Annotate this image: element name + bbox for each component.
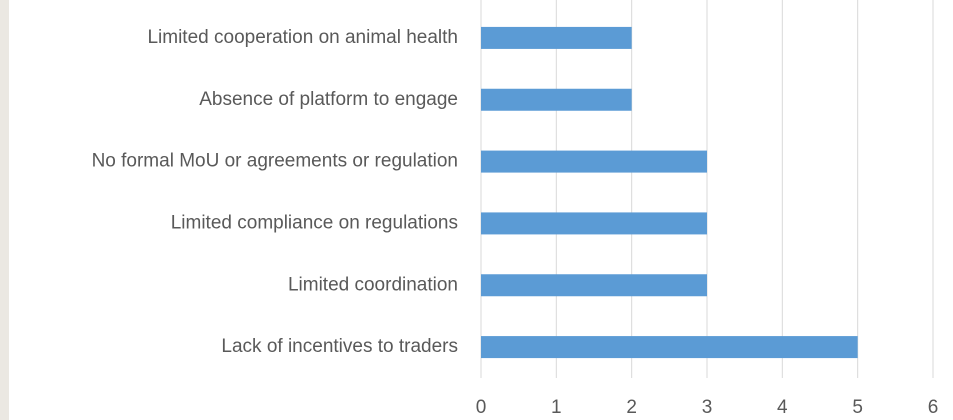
- x-tick-label: 2: [626, 397, 637, 418]
- x-tick-label: 5: [852, 397, 863, 418]
- y-tick-label: Absence of platform to engage: [199, 89, 458, 110]
- bar: [481, 150, 707, 173]
- bar: [481, 274, 707, 297]
- x-tick-label: 3: [702, 397, 713, 418]
- frame-edge: [0, 0, 9, 420]
- bar: [481, 26, 632, 49]
- x-tick-label: 4: [777, 397, 788, 418]
- bar: [481, 336, 858, 359]
- bar: [481, 212, 707, 235]
- y-tick-label: No formal MoU or agreements or regulatio…: [92, 151, 458, 172]
- y-tick-label: Limited coordination: [288, 274, 458, 295]
- x-tick-label: 6: [928, 397, 939, 418]
- y-tick-label: Limited cooperation on animal health: [147, 27, 458, 48]
- x-tick-label: 0: [476, 397, 487, 418]
- bar: [481, 88, 632, 111]
- y-tick-label: Lack of incentives to traders: [221, 336, 458, 357]
- x-tick-label: 1: [551, 397, 562, 418]
- y-tick-label: Limited compliance on regulations: [171, 212, 458, 233]
